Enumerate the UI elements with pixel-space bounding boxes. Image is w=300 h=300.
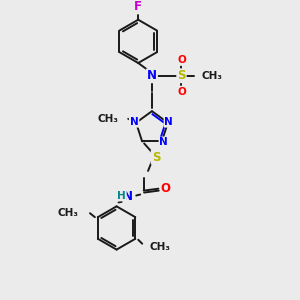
Text: O: O <box>177 86 186 97</box>
Text: CH₃: CH₃ <box>201 71 222 81</box>
Text: N: N <box>147 69 157 82</box>
Text: CH₃: CH₃ <box>57 208 78 218</box>
Text: O: O <box>161 182 171 195</box>
Text: N: N <box>130 117 139 127</box>
Text: F: F <box>134 0 142 14</box>
Text: CH₃: CH₃ <box>98 114 118 124</box>
Text: CH₃: CH₃ <box>149 242 170 252</box>
Text: O: O <box>177 55 186 65</box>
Text: H: H <box>117 190 126 200</box>
Text: S: S <box>177 69 186 82</box>
Text: N: N <box>164 117 173 127</box>
Text: S: S <box>152 151 160 164</box>
Text: N: N <box>123 190 134 203</box>
Text: N: N <box>159 137 168 147</box>
